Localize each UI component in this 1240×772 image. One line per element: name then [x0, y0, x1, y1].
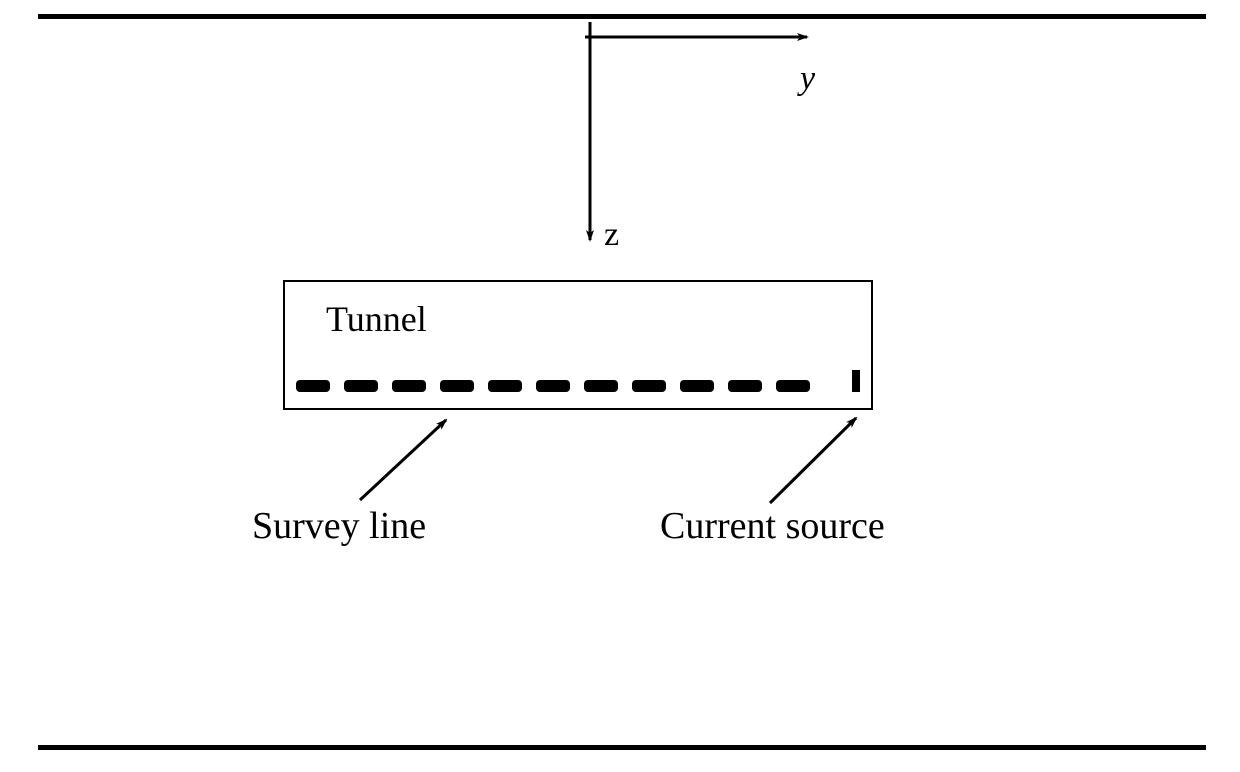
- survey-dash: [392, 380, 426, 392]
- survey-dash: [680, 380, 714, 392]
- survey-dash: [776, 380, 810, 392]
- bottom-boundary-line: [38, 745, 1206, 750]
- top-boundary-line: [38, 14, 1206, 19]
- survey-dash: [344, 380, 378, 392]
- z-axis-label: z: [604, 216, 619, 254]
- current-source-label: Current source: [660, 504, 885, 548]
- survey-dash: [632, 380, 666, 392]
- survey-line-label: Survey line: [252, 504, 426, 548]
- diagram-container: Tunnel y z Survey line Current source: [0, 0, 1240, 772]
- survey-line-arrow: [360, 420, 446, 500]
- survey-dash: [536, 380, 570, 392]
- survey-dash: [584, 380, 618, 392]
- tunnel-label: Tunnel: [326, 298, 427, 340]
- current-source-arrow: [770, 418, 856, 503]
- survey-dash: [296, 380, 330, 392]
- survey-dash: [488, 380, 522, 392]
- survey-dash: [440, 380, 474, 392]
- y-axis-label: y: [800, 60, 815, 98]
- survey-dash: [728, 380, 762, 392]
- current-source-mark: [852, 370, 860, 392]
